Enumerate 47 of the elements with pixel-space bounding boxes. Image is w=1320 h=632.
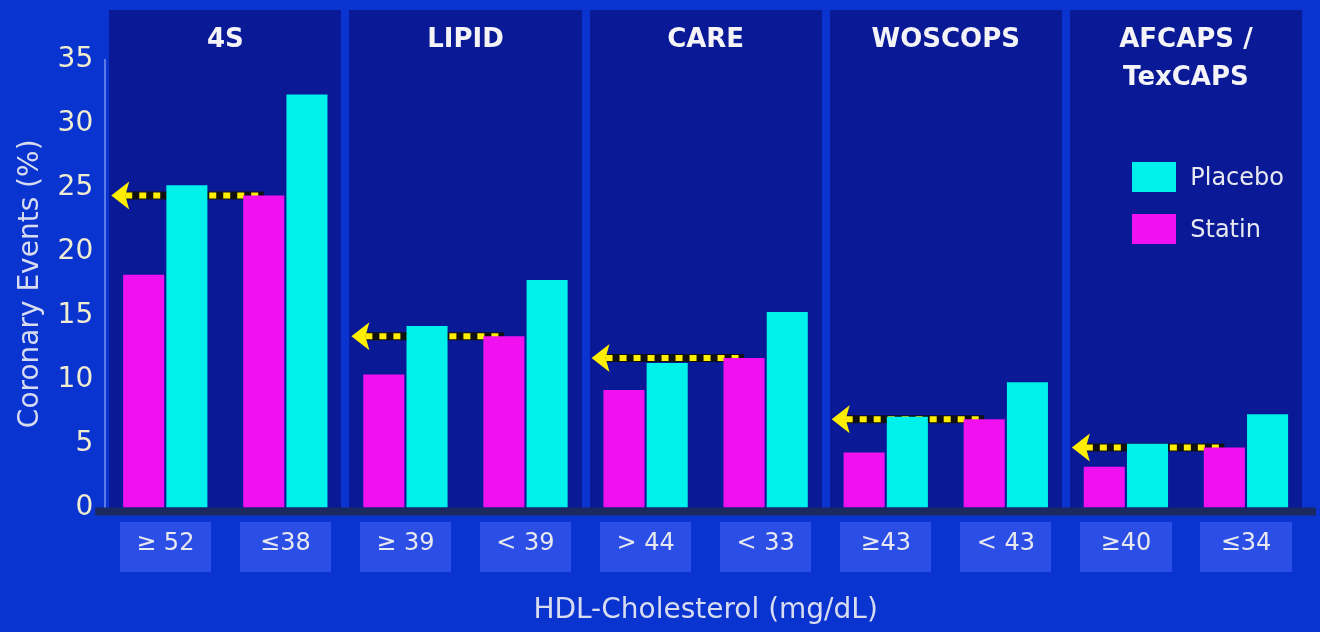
bar xyxy=(363,374,405,508)
legend-label: Statin xyxy=(1190,215,1261,243)
bar xyxy=(963,419,1005,508)
y-tick-label: 35 xyxy=(57,41,94,75)
bar xyxy=(843,452,885,508)
text: 4S xyxy=(206,22,244,53)
y-tick-label: 30 xyxy=(57,105,94,139)
bar xyxy=(646,363,688,508)
bar xyxy=(1203,447,1245,508)
bar xyxy=(723,357,765,508)
text: LIPID xyxy=(427,22,504,53)
y-tick-label: 25 xyxy=(57,169,94,203)
legend-label: Placebo xyxy=(1190,163,1284,191)
bar xyxy=(1006,382,1048,508)
bar xyxy=(123,274,165,508)
x-tick-label: ≥ 39 xyxy=(376,528,435,557)
bar xyxy=(1126,443,1169,508)
bar xyxy=(166,185,208,508)
bar xyxy=(603,389,645,508)
x-tick-label: < 33 xyxy=(736,528,795,557)
y-tick-label: 0 xyxy=(75,488,94,522)
x-tick-label: ≥ 52 xyxy=(136,528,195,557)
y-tick-label: 20 xyxy=(57,233,94,267)
y-axis-title: Coronary Events (%) xyxy=(12,139,46,429)
bar xyxy=(1083,466,1125,508)
bar xyxy=(526,279,568,508)
bar xyxy=(286,94,328,508)
bar xyxy=(243,195,285,508)
x-tick-label: < 43 xyxy=(976,528,1035,557)
y-tick-label: 10 xyxy=(57,361,94,394)
x-tick-label: ≤34 xyxy=(1220,528,1272,557)
x-tick-label: > 44 xyxy=(616,528,675,557)
x-tick-label: ≤38 xyxy=(260,528,311,557)
y-tick-label: 15 xyxy=(57,297,94,331)
x-tick-label: ≥40 xyxy=(1100,528,1152,557)
x-tick-label: < 39 xyxy=(496,528,555,557)
bar xyxy=(406,326,448,508)
annotation: AFCAPS / TexCAPS xyxy=(1119,22,1254,91)
text: CARE xyxy=(667,22,745,53)
text: WOSCOPS xyxy=(871,22,1021,53)
bar xyxy=(886,416,928,508)
bar xyxy=(1247,414,1289,508)
x-tick-label: ≥43 xyxy=(860,528,912,557)
y-tick-label: 5 xyxy=(75,424,94,458)
bar xyxy=(483,336,525,508)
bar xyxy=(766,311,808,508)
x-axis-title: HDL-Cholesterol (mg/dL) xyxy=(533,592,878,626)
